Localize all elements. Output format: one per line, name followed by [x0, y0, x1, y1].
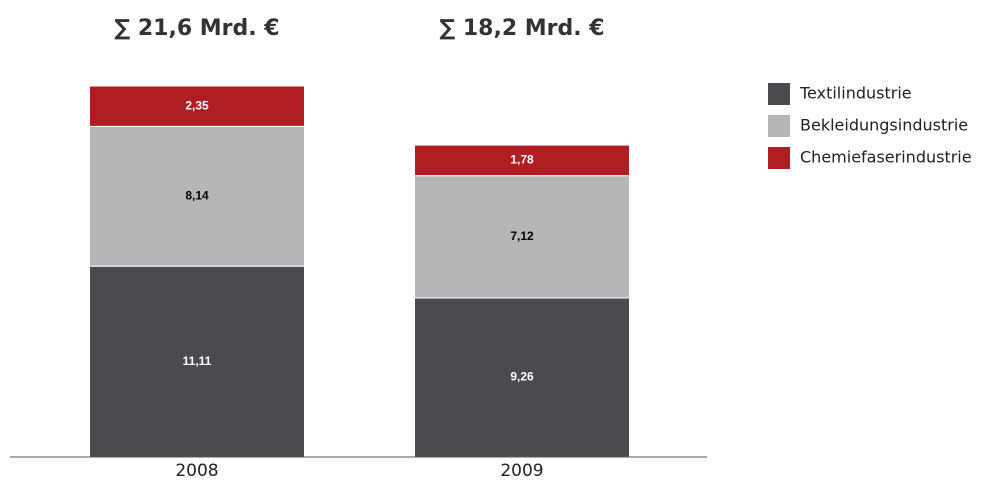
- data-label: 1,78: [510, 153, 534, 167]
- data-label: 8,14: [185, 188, 209, 202]
- total-annotation: ∑ 18,2 Mrd. €: [439, 16, 604, 41]
- data-label: 7,12: [510, 229, 534, 243]
- data-label: 9,26: [510, 370, 534, 384]
- total-annotation: ∑ 21,6 Mrd. €: [114, 16, 279, 41]
- legend-label: Bekleidungsindustrie: [800, 116, 968, 135]
- data-label: 2,35: [185, 98, 209, 112]
- legend-swatch: [768, 83, 790, 105]
- bar-segment: [89, 125, 305, 267]
- bar-segment: [89, 85, 305, 127]
- legend-swatch: [768, 147, 790, 169]
- x-tick-label: 2009: [500, 461, 543, 481]
- bar-segment: [414, 175, 630, 299]
- legend-label: Textilindustrie: [799, 84, 912, 103]
- bar-segment: [89, 265, 305, 458]
- data-label: 11,11: [183, 354, 212, 368]
- bar-segment: [414, 144, 630, 177]
- x-tick-label: 2008: [175, 461, 218, 481]
- legend-swatch: [768, 115, 790, 137]
- bar-segment: [414, 297, 630, 458]
- legend-label: Chemiefaserindustrie: [800, 148, 972, 167]
